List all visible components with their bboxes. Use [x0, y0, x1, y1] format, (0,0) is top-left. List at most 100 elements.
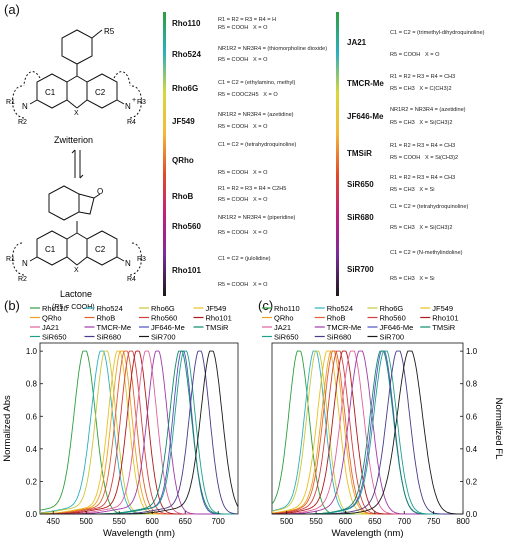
series-line-sir700 [40, 350, 239, 515]
dye-name: Rho101 [172, 266, 201, 275]
dye-description: R5 = COOH X = O [218, 230, 268, 236]
atom-c1-bottom: C1 [45, 245, 56, 254]
legend-label: JF549 [206, 304, 227, 313]
atom-r2-top: R2 [18, 119, 27, 126]
series-line-sir700 [272, 350, 463, 515]
dye-name: RhoB [172, 192, 194, 201]
x-tick-label: 700 [212, 517, 226, 526]
series-line-rho101 [40, 350, 238, 515]
dye-description: R5 = CH3 X = Si(CH3)2 [390, 225, 453, 231]
dye-name: SiR700 [347, 265, 374, 274]
x-tick-label: 550 [309, 517, 323, 526]
legend-label: JA21 [42, 323, 59, 332]
legend-label: SiR700 [380, 333, 405, 342]
dye-description: NR1R2 = NR3R4 = (azetidine) [218, 112, 294, 118]
legend-label: Rho524 [97, 304, 123, 313]
x-tick-label: 600 [339, 517, 353, 526]
dye-description: R5 = COOH X = O [218, 170, 268, 176]
dye-name: Rho524 [172, 50, 201, 59]
x-tick-label: 600 [146, 517, 160, 526]
series-line-jf549 [40, 350, 238, 515]
x-tick-label: 650 [179, 517, 193, 526]
dye-name: Rho560 [172, 222, 201, 231]
legend-label: JF646-Me [380, 323, 414, 332]
atom-o-lactone: O [97, 187, 103, 196]
dye-name: JF646-Me [347, 112, 384, 121]
x-axis-label: Wavelength (nm) [103, 528, 175, 539]
dye-description: R5 = CH3 X = Si [390, 187, 435, 193]
dye-description: R5 = COOH X = Si(CH3)2 [390, 155, 459, 161]
dye-description: R5 = COOH X = O [218, 197, 268, 203]
y-tick-label: 0.0 [466, 510, 478, 519]
dye-description: R5 = CH3 X = Si(CH3)2 [390, 120, 453, 126]
series-line-tmsir [40, 350, 238, 515]
dye-description: C1 = C2 = (ethylamino, methyl) [218, 80, 296, 86]
atom-x-bottom: X [74, 267, 79, 274]
atom-plus-top: + [132, 97, 136, 104]
atom-n-left-bottom: N [22, 259, 28, 268]
absorbance-chart: 450 500 550 600 650 700 0.0 0.2 0.4 0.6 0.8 1.0 Wave… [2, 304, 239, 539]
lactone-note: (R5 = COOH) [52, 304, 95, 311]
legend-label: Rho6G [380, 304, 404, 313]
color-gradient-bar-right [336, 12, 339, 296]
legend-label: RhoB [97, 314, 116, 323]
dye-name: Rho6G [172, 84, 199, 93]
atom-r2-bottom: R2 [18, 276, 27, 283]
legend-label: SiR650 [274, 333, 299, 342]
x-axis-label: Wavelength (nm) [332, 528, 404, 539]
legend-label: SiR650 [42, 333, 67, 342]
dye-description: R5 = CH3 X = C(CH3)2 [390, 86, 452, 92]
atom-n-right-top: N [125, 102, 131, 111]
legend-label: QRho [42, 314, 62, 323]
legend-label: JA21 [274, 323, 291, 332]
legend-label: JF646-Me [151, 323, 185, 332]
y-tick-label: 0.4 [466, 445, 478, 454]
x-tick-label: 750 [427, 517, 441, 526]
atom-r4-top: R4 [127, 119, 136, 126]
atom-r1-bottom: R1 [6, 256, 15, 263]
atom-r5-top: R5 [104, 27, 115, 36]
legend-label: JF549 [432, 304, 453, 313]
legend-label: Rho560 [151, 314, 177, 323]
series-line-qrho [40, 350, 238, 515]
legend-label: TMSiR [206, 323, 229, 332]
lactone-label: Lactone [60, 289, 92, 299]
y-tick-label: 0.8 [466, 380, 478, 389]
series-line-rho110 [39, 350, 238, 515]
zwitterion-label: Zwitterion [54, 135, 93, 145]
x-tick-label: 800 [456, 517, 470, 526]
x-tick-label: 550 [113, 517, 127, 526]
series-line-rho560 [40, 350, 238, 515]
x-tick-label: 450 [47, 517, 61, 526]
atom-c1-top: C1 [45, 88, 56, 97]
dye-name: JA21 [347, 38, 367, 47]
x-tick-label: 500 [280, 517, 294, 526]
dye-description: R1 = R2 = R3 = R4 = CH3 [390, 74, 456, 80]
dye-description: R1 = R2 = R3 = R4 = C2H5 [218, 186, 287, 192]
atom-r4-bottom: R4 [127, 276, 136, 283]
legend-label: Rho101 [206, 314, 232, 323]
dye-description: R5 = COOH X = O [218, 282, 268, 288]
legend-label: Rho560 [380, 314, 406, 323]
dye-description: C1 = C2 = (julolidine) [218, 256, 271, 262]
dye-description: C1 = C2 = (tetrahydroquinoline) [390, 204, 469, 210]
y-tick-label: 0.6 [26, 412, 38, 421]
series-line-sir650 [40, 350, 238, 515]
dye-name: QRho [172, 156, 194, 165]
dye-description: R1 = R2 = R3 = R4 = CH3 [390, 143, 456, 149]
dye-name: Rho110 [172, 19, 201, 28]
legend-label: SiR680 [97, 333, 122, 342]
atom-c2-top: C2 [95, 88, 106, 97]
legend-label: Rho110 [274, 304, 300, 313]
dye-description: R1 = R2 = R3 = R4 = CH3 [390, 175, 456, 181]
legend-label: TMCR-Me [327, 323, 362, 332]
atom-x-top: X [74, 110, 79, 117]
legend-label: Rho110 [42, 304, 68, 313]
legend-label: SiR700 [151, 333, 176, 342]
y-tick-label: 1.0 [466, 347, 478, 356]
plot-frame [271, 342, 464, 515]
dye-description: NR1R2 = NR3R4 = (azetidine) [390, 107, 466, 113]
color-gradient-bar-left [163, 12, 166, 296]
series-line-rhob [40, 350, 238, 515]
legend-label: Rho6G [151, 304, 175, 313]
